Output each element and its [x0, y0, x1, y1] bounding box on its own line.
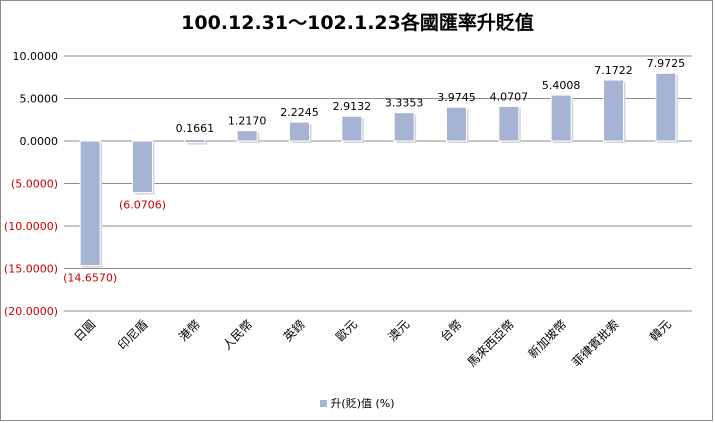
bar — [498, 105, 520, 142]
category-labels: 日圓 印尼盾 港幣 人民幣 英鎊 歐元 澳元 台幣 馬來西亞幣 新加坡幣 菲律賓批索 韓元 — [71, 317, 674, 370]
data-label: 3.3353 — [385, 97, 424, 110]
category-label: 港幣 — [176, 317, 203, 344]
y-tick-label: (15.0000) — [4, 263, 58, 276]
y-tick-label: 5.0000 — [20, 93, 59, 106]
bar — [289, 121, 310, 142]
bar — [393, 112, 415, 142]
y-tick-label: (20.0000) — [4, 305, 58, 318]
data-label: 2.9132 — [333, 100, 372, 113]
category-label: 印尼盾 — [115, 317, 150, 352]
bars — [79, 72, 678, 268]
category-label: 新加坡幣 — [525, 317, 570, 362]
gridlines — [64, 55, 692, 312]
data-labels: (14.6570) (6.0706) 0.1661 1.2170 2.2245 2.913… — [63, 57, 685, 284]
category-label: 人民幣 — [220, 317, 255, 352]
category-label: 日圓 — [71, 317, 98, 344]
data-label: (14.6570) — [63, 272, 117, 285]
y-tick-label: 0.0000 — [20, 135, 59, 148]
legend: 升(貶)值 (%) — [0, 395, 715, 411]
chart-title: 100.12.31～102.1.23各國匯率升貶值 — [181, 12, 534, 34]
y-tick-label: (5.0000) — [11, 178, 58, 191]
legend-label: 升(貶)值 (%) — [330, 397, 395, 410]
category-label: 馬來西亞幣 — [465, 317, 517, 369]
category-label: 澳元 — [385, 317, 412, 344]
bar — [655, 72, 677, 142]
bar — [603, 79, 624, 142]
data-label: 7.9725 — [647, 57, 686, 70]
y-tick-label: (10.0000) — [4, 220, 58, 233]
legend-swatch — [320, 399, 328, 407]
data-label: 5.4008 — [542, 79, 581, 92]
bar — [341, 115, 363, 142]
bar — [132, 140, 153, 194]
y-axis-tick-labels: 10.0000 5.0000 0.0000 (5.0000) (10.0000) (15.… — [4, 50, 58, 318]
data-label: 4.0707 — [490, 90, 529, 103]
category-label: 韓元 — [647, 317, 674, 344]
y-tick-label: 10.0000 — [13, 50, 59, 63]
bar — [184, 139, 206, 144]
data-label: 2.2245 — [280, 106, 319, 119]
data-label: 7.1722 — [594, 64, 633, 77]
category-label: 英鎊 — [280, 317, 308, 345]
data-label: 0.1661 — [176, 122, 215, 135]
bar — [446, 106, 467, 142]
data-label: 3.9745 — [437, 91, 476, 104]
category-label: 台幣 — [437, 317, 465, 345]
bar — [79, 140, 101, 267]
category-label: 菲律賓批索 — [569, 317, 622, 370]
data-label: (6.0706) — [119, 199, 166, 212]
data-label: 1.2170 — [228, 115, 267, 128]
category-label: 歐元 — [332, 317, 360, 345]
bar — [236, 130, 258, 142]
bar — [550, 94, 572, 142]
